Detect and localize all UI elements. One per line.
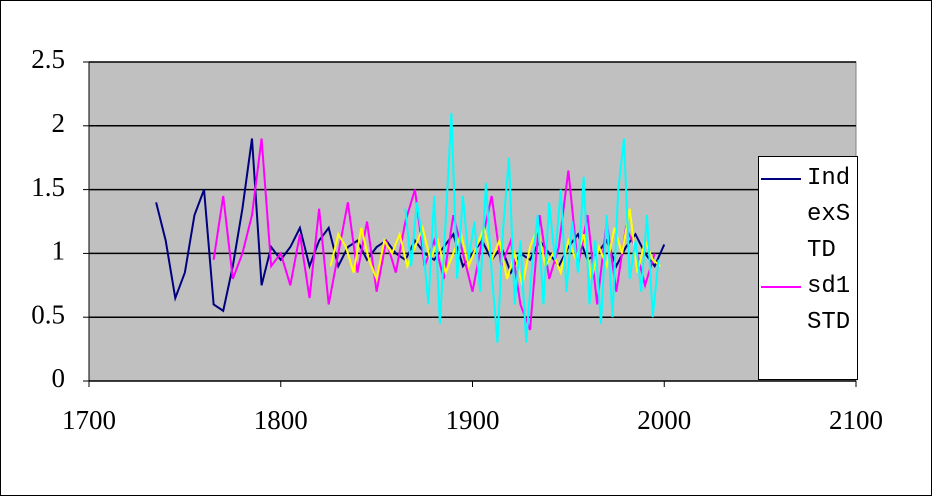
- x-tick-label: 1700: [62, 405, 116, 435]
- y-tick-label: 0: [52, 363, 66, 393]
- x-tick-label: 1800: [254, 405, 308, 435]
- x-tick-label: 2000: [637, 405, 691, 435]
- series-line: [212, 138, 656, 331]
- legend: IndexSTD sd1STD: [758, 156, 858, 380]
- x-tick-label: 1900: [446, 405, 500, 435]
- legend-entry: IndexSTD: [759, 161, 857, 269]
- legend-label: sd1STD: [807, 273, 851, 336]
- y-tick-label: 1.5: [31, 172, 65, 202]
- y-tick-label: 1: [52, 236, 66, 266]
- plot-area: [88, 61, 857, 382]
- y-tick-label: 0.5: [31, 299, 65, 329]
- series-line: [404, 112, 660, 343]
- legend-entry: sd1STD: [759, 269, 857, 341]
- legend-swatch: [761, 178, 801, 180]
- y-tick-label: 2: [52, 108, 66, 138]
- series-line: [329, 208, 662, 286]
- legend-label: IndexSTD: [807, 165, 851, 264]
- y-tick-label: 2.5: [31, 44, 65, 74]
- x-tick-label: 2100: [829, 405, 883, 435]
- legend-swatch: [761, 286, 801, 288]
